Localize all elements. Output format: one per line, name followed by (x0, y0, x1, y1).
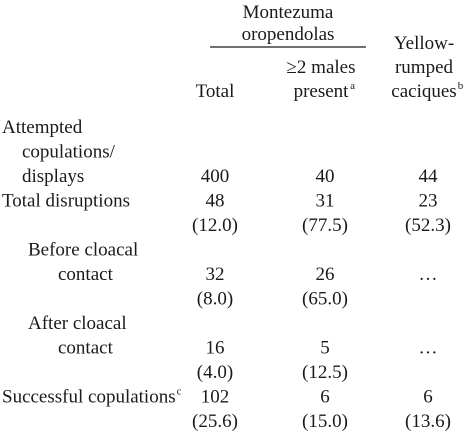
cell-value: 16 (206, 338, 225, 359)
cell-value: 23 (419, 191, 438, 212)
cell-percent: (15.0) (302, 411, 348, 432)
cell-value: 102 (201, 387, 230, 408)
cell-value: … (419, 264, 438, 285)
cell-percent: (12.5) (302, 362, 348, 383)
cell-value: 48 (206, 191, 225, 212)
cell-percent: (13.6) (405, 411, 451, 432)
cell-value: 400 (201, 166, 230, 187)
row-label: contact (58, 338, 114, 359)
row-label: Total disruptions (2, 191, 130, 212)
column-header: Total (196, 81, 235, 102)
cell-value: 6 (320, 387, 330, 408)
cell-value: … (419, 338, 438, 359)
cell-percent: (52.3) (405, 215, 451, 236)
cell-value: 5 (320, 338, 330, 359)
group-header: oropendolas (242, 24, 335, 45)
cell-value: 6 (423, 387, 433, 408)
cell-percent: (12.0) (192, 215, 238, 236)
cell-value: 32 (206, 264, 225, 285)
column-header: caciques (391, 81, 456, 102)
row-label: copulations/ (22, 142, 116, 163)
cell-percent: (8.0) (197, 289, 233, 310)
group-header: Montezuma (243, 2, 334, 23)
cell-percent: (77.5) (302, 215, 348, 236)
row-label: Before cloacal (28, 240, 138, 261)
row-label: After cloacal (28, 313, 127, 334)
cell-percent: (4.0) (197, 362, 233, 383)
row-label: displays (22, 166, 84, 187)
cell-value: 44 (419, 166, 439, 187)
cell-percent: (25.6) (192, 411, 238, 432)
cell-value: 31 (316, 191, 335, 212)
row-label: contact (58, 264, 114, 285)
row-label: Attempted (2, 117, 83, 138)
column-header: ≥2 males (287, 57, 356, 78)
cell-percent: (65.0) (302, 289, 348, 310)
row-label: Successful copulations (2, 387, 176, 408)
cell-value: 26 (316, 264, 335, 285)
footnote-mark: b (458, 80, 464, 92)
column-header: present (294, 81, 350, 102)
cell-value: 40 (316, 166, 335, 187)
column-header: rumped (395, 57, 454, 78)
footnote-mark: a (350, 80, 355, 92)
column-header: Yellow- (394, 33, 454, 54)
footnote-mark: c (177, 386, 182, 398)
